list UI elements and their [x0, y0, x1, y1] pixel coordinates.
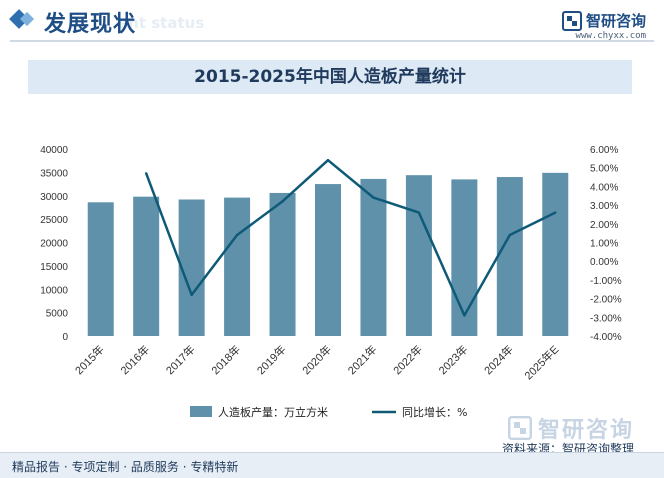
x-tick-label: 2015年	[72, 342, 107, 377]
footer: 精品报告 · 专项定制 · 品质服务 · 专精特新	[0, 452, 664, 478]
left-tick-label: 5000	[46, 309, 69, 320]
bar	[360, 178, 387, 336]
header: ent status 发展现状 智研咨询 www.chyxx.com	[0, 0, 664, 44]
watermark: 智研咨询	[507, 412, 634, 444]
x-tick-label: 2016年	[117, 342, 152, 377]
legend-line-label: 同比增长：%	[402, 405, 467, 419]
legend-bar-swatch	[190, 406, 212, 417]
bar	[87, 202, 114, 336]
left-tick-label: 0	[62, 332, 68, 343]
right-tick-label: 5.00%	[590, 164, 618, 175]
x-tick-label: 2020年	[299, 342, 334, 377]
right-tick-label: -2.00%	[590, 295, 622, 306]
bar	[224, 197, 251, 336]
growth-point	[281, 200, 284, 203]
bar	[269, 192, 296, 336]
legend-bar-label: 人造板产量：万立方米	[218, 405, 328, 419]
watermark-text: 智研咨询	[537, 418, 634, 443]
x-tick-label: 2021年	[345, 342, 380, 377]
left-tick-label: 30000	[40, 192, 68, 203]
header-title: 发展现状	[44, 12, 137, 37]
x-axis: 2015年 2016年 2017年 2018年 2019年 2020年 2021年 2022年…	[72, 342, 562, 382]
x-tick-label: 2019年	[254, 342, 289, 377]
growth-point	[190, 293, 193, 297]
bar	[315, 184, 341, 336]
x-tick-label: 2022年	[390, 342, 425, 377]
logo-url: www.chyxx.com	[575, 31, 646, 41]
logo-icon	[561, 10, 582, 31]
left-tick-label: 25000	[40, 215, 68, 226]
bar	[178, 199, 205, 336]
header-divider	[10, 40, 654, 42]
left-tick-label: 20000	[40, 239, 68, 250]
bar	[405, 175, 432, 336]
logo: 智研咨询	[561, 10, 646, 31]
right-tick-label: -1.00%	[590, 276, 622, 287]
bar-series	[87, 172, 569, 336]
growth-point	[372, 196, 375, 199]
chart-title-banner: 2015-2025年中国人造板产量统计	[28, 60, 632, 94]
legend: 人造板产量：万立方米 同比增长：%	[190, 405, 467, 419]
bar	[496, 177, 523, 336]
growth-point	[463, 314, 466, 317]
bar	[451, 179, 478, 336]
bar	[133, 196, 160, 336]
x-tick-label: 2025年E	[521, 342, 561, 382]
x-tick-label: 2017年	[163, 342, 198, 377]
left-tick-label: 40000	[40, 145, 68, 156]
right-tick-label: 0.00%	[590, 257, 618, 268]
right-tick-label: -3.00%	[590, 313, 622, 324]
right-tick-label: 4.00%	[590, 182, 618, 193]
growth-point	[235, 233, 239, 237]
growth-point	[326, 159, 330, 162]
growth-point	[554, 211, 557, 214]
growth-point	[144, 172, 148, 175]
footer-tagline: 精品报告 · 专项定制 · 品质服务 · 专精特新	[12, 460, 239, 474]
x-tick-label: 2024年	[481, 342, 516, 377]
header-subtitle: ent status	[118, 14, 205, 32]
right-tick-label: 2.00%	[590, 220, 618, 231]
right-tick-label: 3.00%	[590, 201, 618, 212]
right-tick-label: -4.00%	[590, 332, 622, 343]
left-axis: 0 5000 10000 15000 20000 25000 30000 35000 40000	[40, 145, 68, 343]
left-tick-label: 35000	[40, 168, 68, 179]
line-series	[144, 158, 557, 317]
x-tick-label: 2023年	[435, 342, 470, 377]
x-tick-label: 2018年	[208, 342, 243, 377]
growth-line	[145, 158, 556, 317]
right-tick-label: 1.00%	[590, 239, 618, 250]
chart-title: 2015-2025年中国人造板产量统计	[194, 67, 466, 87]
left-tick-label: 15000	[40, 262, 68, 273]
bar	[542, 172, 569, 336]
right-axis: -4.00% -3.00% -2.00% -1.00% 0.00% 1.00% 2.00% 3…	[590, 145, 622, 343]
left-tick-label: 10000	[40, 285, 68, 296]
right-tick-label: 6.00%	[590, 145, 618, 156]
growth-point	[508, 233, 512, 237]
growth-point	[417, 211, 421, 214]
watermark-logo-icon	[507, 416, 532, 440]
logo-text: 智研咨询	[585, 12, 646, 30]
